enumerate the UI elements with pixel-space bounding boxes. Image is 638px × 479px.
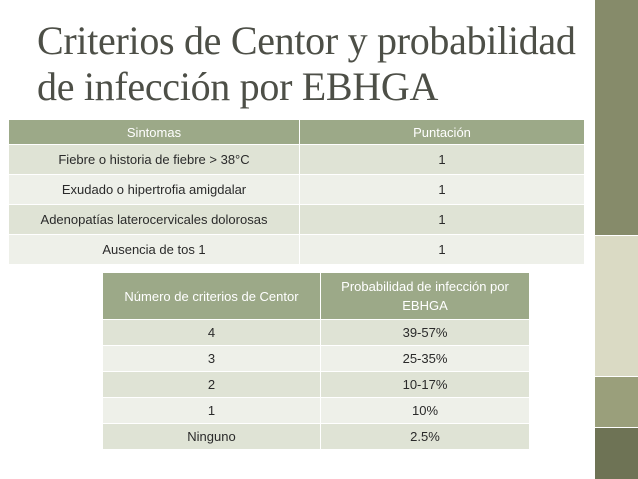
score-cell: 1 [299, 234, 585, 264]
table-row: Ninguno 2.5% [103, 423, 530, 449]
table-row: Ausencia de tos 1 1 [9, 234, 585, 264]
score-cell: 1 [299, 204, 585, 235]
side-strip-block [595, 377, 638, 427]
criteria-count-cell: 3 [103, 345, 321, 372]
symptom-cell: Ausencia de tos 1 [9, 234, 300, 264]
side-strip-block [595, 428, 638, 479]
side-strip-block [595, 236, 638, 376]
probability-cell: 25-35% [320, 345, 530, 372]
table-row: Exudado o hipertrofia amigdalar 1 [9, 174, 585, 205]
criteria-count-cell: Ninguno [103, 423, 321, 449]
column-header-score: Puntación [299, 120, 585, 145]
table-row: Fiebre o historia de fiebre > 38°C 1 [9, 144, 585, 175]
symptom-cell: Adenopatías laterocervicales dolorosas [9, 204, 300, 235]
slide-title: Criterios de Centor y probabilidad de in… [37, 18, 577, 110]
slide-title-line-2: de infección por EBHGA [37, 64, 439, 109]
table-row: 2 10-17% [103, 371, 530, 398]
column-header-probability: Probabilidad de infección por EBHGA [320, 273, 530, 320]
probability-cell: 10-17% [320, 371, 530, 398]
criteria-count-cell: 4 [103, 319, 321, 346]
table-header-row: Número de criterios de Centor Probabilid… [103, 273, 530, 320]
symptom-cell: Fiebre o historia de fiebre > 38°C [9, 144, 300, 175]
side-strip-block [595, 0, 638, 235]
table-row: 4 39-57% [103, 319, 530, 346]
slide-title-line-1: Criterios de Centor y probabilidad [37, 18, 576, 63]
infection-probability-table: Número de criterios de Centor Probabilid… [103, 273, 530, 449]
criteria-count-cell: 2 [103, 371, 321, 398]
decorative-side-strip [595, 0, 638, 479]
score-cell: 1 [299, 144, 585, 175]
table-row: 3 25-35% [103, 345, 530, 372]
column-header-criteria-count: Número de criterios de Centor [103, 273, 321, 320]
score-cell: 1 [299, 174, 585, 205]
symptom-cell: Exudado o hipertrofia amigdalar [9, 174, 300, 205]
table-row: 1 10% [103, 397, 530, 424]
criteria-count-cell: 1 [103, 397, 321, 424]
table-header-row: Sintomas Puntación [9, 120, 585, 145]
table-row: Adenopatías laterocervicales dolorosas 1 [9, 204, 585, 235]
probability-cell: 39-57% [320, 319, 530, 346]
probability-cell: 10% [320, 397, 530, 424]
centor-criteria-table: Sintomas Puntación Fiebre o historia de … [9, 120, 585, 264]
column-header-symptoms: Sintomas [9, 120, 300, 145]
probability-cell: 2.5% [320, 423, 530, 449]
